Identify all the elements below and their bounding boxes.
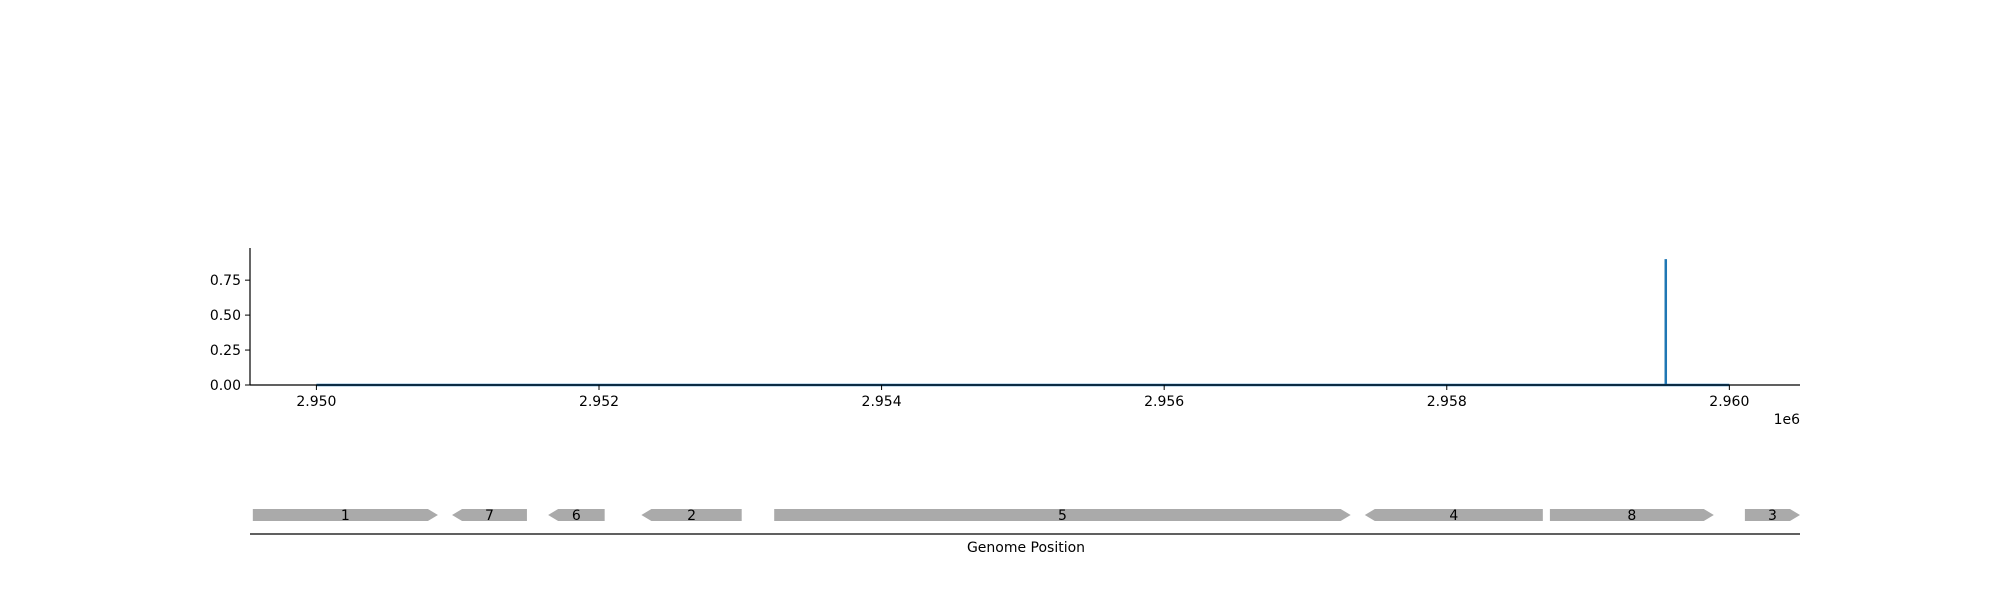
x-tick-label: 2.956 xyxy=(1144,394,1184,410)
gene-arrow xyxy=(1744,509,1800,521)
gene-label: 7 xyxy=(485,508,494,524)
gene-label: 1 xyxy=(341,508,350,524)
x-tick-label: 2.958 xyxy=(1427,394,1467,410)
coverage-plot xyxy=(316,259,1730,387)
gene-arrow xyxy=(641,509,742,521)
gene-arrow xyxy=(1364,509,1543,521)
gene-track: 1 7 6 2 5 4 8 3 xyxy=(250,508,1800,535)
x-tick-label: 2.950 xyxy=(296,394,336,410)
gene-arrow xyxy=(452,509,527,521)
gene-arrow xyxy=(1549,509,1714,521)
x-tick-label: 2.952 xyxy=(579,394,619,410)
gene-arrow xyxy=(252,509,438,521)
x-axis: 2.950 2.952 2.954 2.956 2.958 2.960 xyxy=(250,384,1800,410)
gene-arrow xyxy=(774,509,1351,521)
x-axis-offset-label: 1e6 xyxy=(1774,412,1801,428)
y-axis: 0.00 0.25 0.50 0.75 xyxy=(210,248,251,394)
gene-label: 5 xyxy=(1058,508,1067,524)
x-tick-label: 2.960 xyxy=(1709,394,1749,410)
y-tick-label: 0.25 xyxy=(210,343,241,359)
gene-label: 4 xyxy=(1449,508,1458,524)
gene-label: 6 xyxy=(572,508,581,524)
coverage-line xyxy=(316,259,1730,387)
x-tick-label: 2.954 xyxy=(862,394,902,410)
gene-axis-title: Genome Position xyxy=(967,540,1085,556)
gene-label: 2 xyxy=(687,508,696,524)
y-tick-label: 0.75 xyxy=(210,273,241,289)
gene-label: 8 xyxy=(1627,508,1636,524)
y-tick-label: 0.50 xyxy=(210,308,241,324)
y-tick-label: 0.00 xyxy=(210,378,241,394)
gene-arrow xyxy=(548,509,605,521)
gene-label: 3 xyxy=(1768,508,1777,524)
